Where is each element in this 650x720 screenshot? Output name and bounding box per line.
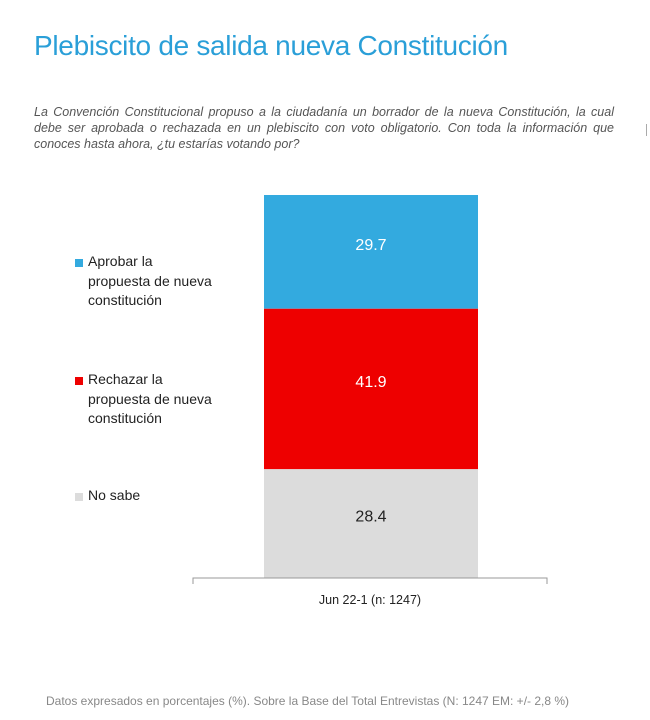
edge-divider [646, 124, 650, 136]
data-label-1: 41.9 [355, 374, 386, 391]
data-label-2: 28.4 [355, 509, 386, 526]
bar-segment-2 [264, 469, 478, 578]
bar-segment-0 [264, 195, 478, 309]
footnote: Datos expresados en porcentajes (%). Sob… [46, 694, 570, 708]
legend-label-rechazar: Rechazar la propuesta de nueva constituc… [88, 371, 212, 426]
x-tick-label: Jun 22-1 (n: 1247) [319, 593, 421, 607]
bar-segment-1 [264, 308, 478, 470]
legend-label-no-sabe: No sabe [88, 487, 141, 503]
data-label-0: 29.7 [355, 237, 386, 254]
legend-swatch-aprobar [75, 259, 83, 267]
survey-question: La Convención Constitucional propuso a l… [34, 105, 614, 151]
x-axis-line [192, 577, 548, 584]
legend-swatch-rechazar [75, 377, 83, 385]
legend-label-aprobar: Aprobar la propuesta de nueva constituci… [88, 253, 212, 308]
legend-swatch-no-sabe [75, 493, 83, 501]
page-title: Plebiscito de salida nueva Constitución [34, 30, 508, 61]
